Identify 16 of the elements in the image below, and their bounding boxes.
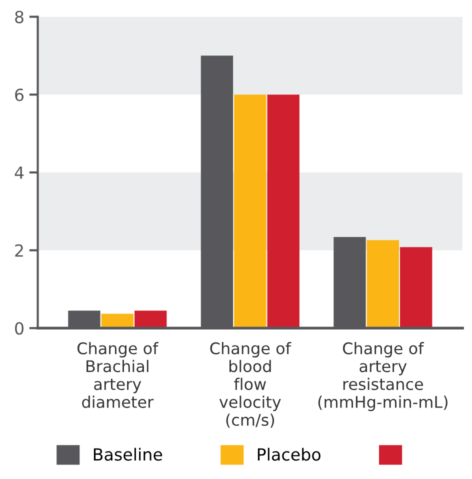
y-tick-label: 6 xyxy=(15,88,24,102)
legend-label: Baseline xyxy=(94,448,162,461)
x-tick-label: Change of Brachial artery diameter xyxy=(77,342,159,408)
bar xyxy=(101,314,134,328)
x-tick-label: Change of blood flow velocity (cm/s) xyxy=(210,342,292,428)
y-tick-label: 8 xyxy=(15,10,24,24)
bar xyxy=(134,310,167,328)
y-tick-label: 4 xyxy=(14,166,24,179)
bar xyxy=(400,247,432,328)
y-tick-label: 0 xyxy=(15,322,24,335)
y-tick-label: 2 xyxy=(15,244,23,257)
x-tick-label: Change of artery resistance (mmHg-min-mL) xyxy=(318,342,448,412)
bar xyxy=(234,94,266,328)
legend-label: Placebo xyxy=(258,448,320,461)
bar xyxy=(267,94,300,328)
bar xyxy=(366,240,400,328)
